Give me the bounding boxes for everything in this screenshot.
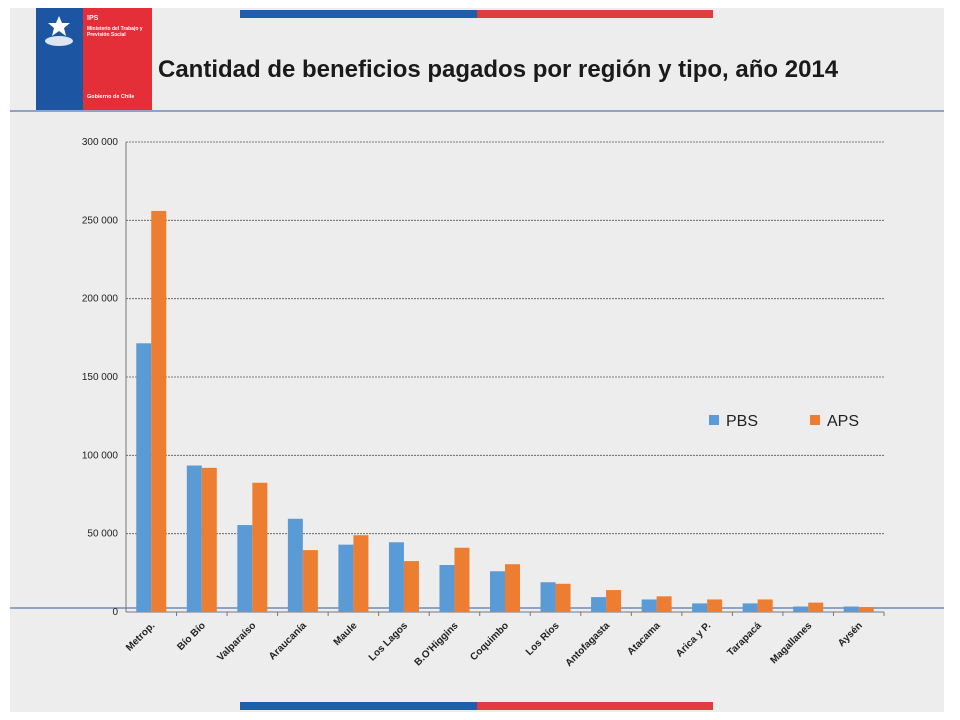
bar-pbs xyxy=(843,606,859,612)
y-tick-label: 100 000 xyxy=(82,450,119,461)
bar-pbs xyxy=(591,597,607,612)
bar-pbs xyxy=(388,542,404,612)
x-tick-label: Maule xyxy=(332,620,360,648)
bar-pbs xyxy=(237,525,253,612)
x-tick-label: Los Ríos xyxy=(524,620,562,658)
x-tick-label: Atacama xyxy=(625,620,663,658)
x-tick-label: Bío Bío xyxy=(175,620,208,653)
bar-pbs xyxy=(692,603,708,612)
x-tick-label: Aysén xyxy=(836,620,865,649)
bar-pbs xyxy=(338,544,354,612)
bar-aps xyxy=(606,590,622,612)
bottom-blue-stripe xyxy=(240,702,477,710)
bar-aps xyxy=(454,547,470,612)
y-tick-label: 200 000 xyxy=(82,294,119,305)
x-tick-label: Magallanes xyxy=(768,620,814,666)
bar-aps xyxy=(757,599,773,612)
x-tick-label: Tarapacá xyxy=(725,620,764,659)
y-tick-label: 150 000 xyxy=(82,372,119,383)
y-tick-label: 250 000 xyxy=(82,215,119,226)
bar-aps xyxy=(403,561,419,612)
top-red-stripe xyxy=(477,10,713,18)
bar-pbs xyxy=(641,599,657,612)
bar-pbs xyxy=(439,565,455,612)
bar-aps xyxy=(353,535,369,612)
top-blue-stripe xyxy=(240,10,477,18)
bar-aps xyxy=(505,564,520,612)
government-logo: IPS Ministerio del Trabajo y Previsión S… xyxy=(36,8,152,111)
logo-ministry: Ministerio del Trabajo y Previsión Socia… xyxy=(87,26,143,38)
bar-aps xyxy=(252,482,268,612)
bar-pbs xyxy=(793,606,809,612)
bar-pbs xyxy=(136,343,152,612)
legend-swatch-pbs xyxy=(709,415,719,425)
x-tick-label: Antofagasta xyxy=(564,620,613,669)
logo-brand: IPS xyxy=(87,15,99,22)
y-tick-label: 0 xyxy=(112,607,118,618)
bar-aps xyxy=(707,599,723,612)
bar-pbs xyxy=(742,603,758,612)
y-tick-label: 300 000 xyxy=(82,137,119,148)
header-rule xyxy=(10,110,944,112)
x-tick-label: Araucanía xyxy=(267,620,309,662)
y-tick-label: 50 000 xyxy=(87,529,118,540)
x-tick-label: B.O'Higgins xyxy=(413,620,461,668)
coat-of-arms-icon xyxy=(45,16,73,46)
x-tick-label: Coquimbo xyxy=(468,620,511,663)
logo-government: Gobierno de Chile xyxy=(87,94,135,100)
bar-aps xyxy=(302,550,318,612)
bar-pbs xyxy=(186,465,202,612)
footer-rule xyxy=(10,607,944,609)
bar-aps xyxy=(201,467,217,612)
bar-aps xyxy=(151,210,167,612)
legend-swatch-aps xyxy=(810,415,820,425)
bar-aps xyxy=(858,607,874,612)
bar-aps xyxy=(808,602,824,612)
bottom-red-stripe xyxy=(477,702,713,710)
page-title: Cantidad de beneficios pagados por regió… xyxy=(158,56,839,83)
x-tick-label: Metrop. xyxy=(124,620,157,653)
bar-pbs xyxy=(490,571,505,612)
x-tick-label: Los Lagos xyxy=(367,620,410,663)
x-tick-label: Arica y P. xyxy=(674,620,713,659)
legend-label-aps: APS xyxy=(827,413,859,430)
bar-pbs xyxy=(287,518,303,612)
legend-label-pbs: PBS xyxy=(726,413,758,430)
bar-aps xyxy=(555,583,571,612)
x-tick-label: Valparaíso xyxy=(215,620,258,663)
bar-aps xyxy=(656,596,672,612)
bar-pbs xyxy=(540,582,556,612)
